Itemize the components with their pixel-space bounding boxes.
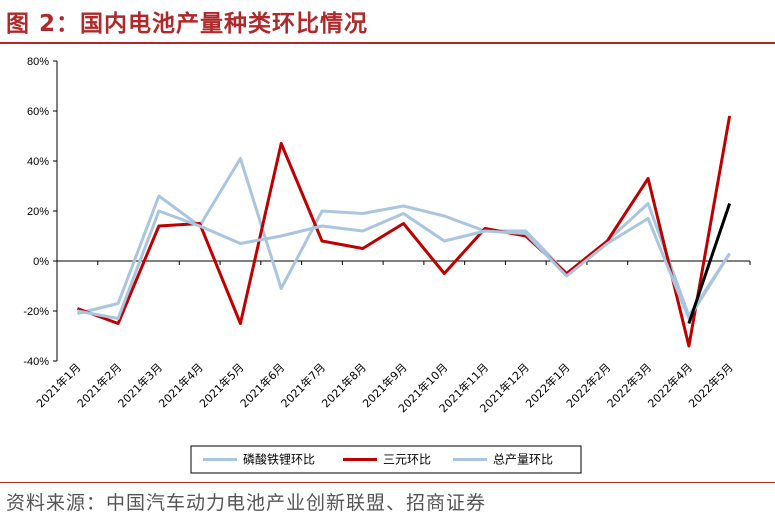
- y-tick-label: -40%: [23, 356, 49, 368]
- source-note: 资料来源：中国汽车动力电池产业创新联盟、招商证券: [6, 492, 487, 514]
- legend-label: 总产量环比: [493, 453, 553, 467]
- y-tick-label: -20%: [23, 306, 49, 318]
- series-line-1: [77, 157, 731, 318]
- y-tick-label: 60%: [27, 106, 49, 118]
- legend-label: 三元环比: [383, 453, 431, 467]
- legend-label: 磷酸铁锂环比: [243, 452, 315, 467]
- y-tick-label: 40%: [27, 156, 49, 168]
- source-divider: [0, 482, 775, 483]
- title-divider: [0, 42, 775, 44]
- x-tick-label: 2022年5月: [686, 360, 736, 410]
- legend-box: [190, 445, 582, 474]
- highlight-segment: [687, 203, 732, 324]
- series-line-3: [77, 209, 731, 320]
- line-chart: -40%-20%0%20%40%60%80%2021年1月2021年2月2021…: [23, 56, 751, 474]
- y-tick-label: 20%: [27, 206, 49, 218]
- y-tick-label: 0%: [33, 256, 49, 268]
- y-tick-label: 80%: [27, 56, 49, 68]
- series-line-2: [76, 115, 732, 348]
- figure-title: 图 2：国内电池产量种类环比情况: [6, 11, 369, 37]
